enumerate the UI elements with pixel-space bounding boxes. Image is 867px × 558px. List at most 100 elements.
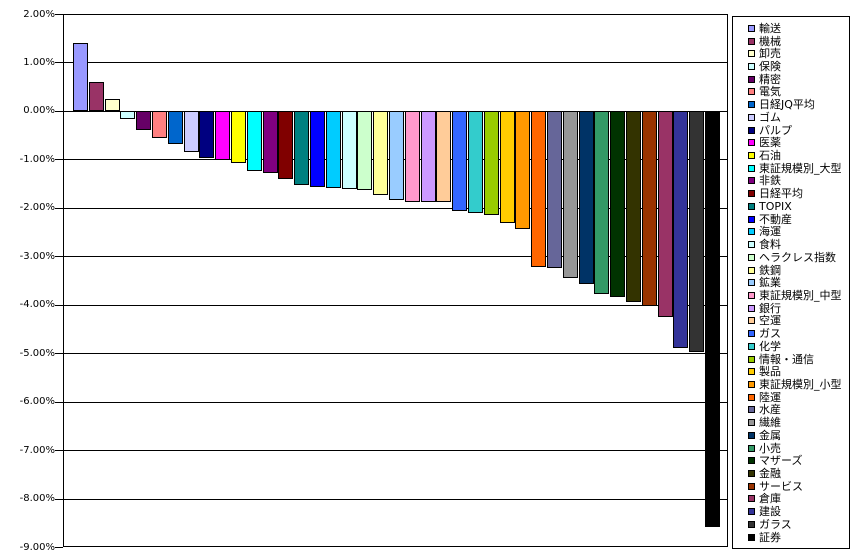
legend-label: 東証規模別_中型 (759, 288, 842, 302)
y-axis-tick-label: -1.00% (19, 153, 55, 165)
y-axis-tick-label: 2.00% (23, 8, 55, 20)
legend-label: 東証規模別_大型 (759, 161, 842, 175)
legend-item: 東証規模別_大型 (733, 162, 849, 175)
legend-label: 建設 (759, 505, 781, 519)
bar-化学 (468, 110, 483, 214)
legend-label: 日経JQ平均 (759, 98, 815, 112)
y-axis-tick-mark (55, 14, 63, 15)
y-axis-tick-mark (55, 110, 63, 112)
legend-marker-icon (748, 520, 755, 528)
legend-item: 食料 (733, 238, 849, 251)
legend-item: 倉庫 (733, 493, 849, 506)
legend-marker-icon (748, 266, 755, 274)
legend-item: 製品 (733, 365, 849, 378)
legend-item: TOPIX (733, 200, 849, 213)
legend-marker-icon (748, 113, 755, 121)
plot-area (63, 14, 728, 547)
y-axis-tick-mark (55, 304, 63, 306)
legend-marker-icon (748, 126, 755, 134)
bar-食料 (341, 110, 357, 189)
legend-item: 日経平均 (733, 187, 849, 200)
legend-marker-icon (748, 228, 755, 236)
y-axis-tick-mark (55, 62, 63, 64)
bar-日経平均 (278, 110, 294, 179)
legend-item: 東証規模別_小型 (733, 378, 849, 391)
legend-label: マザーズ (759, 454, 803, 468)
legend-item: 情報・通信 (733, 353, 849, 366)
bar-空運 (436, 110, 452, 203)
legend-marker-icon (748, 419, 755, 427)
legend-label: 電気 (759, 85, 781, 99)
bar-金属 (578, 110, 594, 285)
y-axis-tick-label: -8.00% (19, 493, 55, 505)
bar-TOPIX (294, 110, 310, 186)
legend-item: ガス (733, 327, 849, 340)
legend-label: 東証規模別_小型 (759, 377, 842, 391)
legend-item: 鉄鋼 (733, 264, 849, 277)
legend-item: 鉱業 (733, 276, 849, 289)
legend-label: 日経平均 (759, 187, 803, 201)
gridline (64, 353, 727, 355)
bar-繊維 (562, 110, 578, 278)
legend-item: ガラス (733, 518, 849, 531)
y-axis-tick-mark (55, 401, 63, 403)
legend-item: 石油 (733, 149, 849, 162)
legend-marker-icon (748, 37, 755, 45)
legend-label: 石油 (759, 149, 781, 163)
legend-marker-icon (748, 317, 755, 325)
legend-label: 倉庫 (759, 492, 781, 506)
legend-item: 金融 (733, 467, 849, 480)
legend-label: 非鉄 (759, 174, 781, 188)
legend-label: 鉱業 (759, 276, 781, 290)
y-axis-tick-mark (55, 450, 63, 452)
legend-item: 輸送 (733, 22, 849, 35)
bar-ヘラクレス指数 (357, 110, 373, 190)
legend-marker-icon (748, 164, 755, 172)
legend-item: 不動産 (733, 213, 849, 226)
legend-item: 証券 (733, 531, 849, 544)
bar-小売 (594, 110, 610, 295)
bar-ゴム (183, 110, 199, 152)
bar-サービス (641, 110, 657, 307)
legend-item: 繊維 (733, 416, 849, 429)
legend-marker-icon (748, 368, 755, 376)
bar-製品 (499, 110, 515, 223)
legend-label: 空運 (759, 314, 781, 328)
legend-label: 不動産 (759, 212, 792, 226)
bar-ガス (452, 110, 468, 211)
legend-item: 保険 (733, 60, 849, 73)
bar-陸運 (531, 110, 547, 267)
bar-精密 (136, 110, 152, 131)
legend-marker-icon (748, 253, 755, 261)
legend-marker-icon (748, 508, 755, 516)
legend-item: 水産 (733, 404, 849, 417)
legend-label: パルプ (759, 123, 792, 137)
gridline (64, 304, 727, 306)
bar-卸売 (104, 98, 120, 111)
bar-鉄鋼 (373, 110, 389, 196)
legend-marker-icon (748, 152, 755, 160)
legend-marker-icon (748, 88, 755, 96)
legend-label: 金融 (759, 467, 781, 481)
legend-label: ヘラクレス指数 (759, 250, 836, 264)
legend-label: 食料 (759, 238, 781, 252)
legend-label: サービス (759, 479, 803, 493)
bar-電気 (152, 110, 167, 138)
legend-label: 銀行 (759, 301, 781, 315)
y-axis-tick-label: -5.00% (19, 347, 55, 359)
legend-item: 非鉄 (733, 175, 849, 188)
bar-水産 (547, 110, 562, 268)
bar-鉱業 (389, 110, 404, 200)
legend-item: 金属 (733, 429, 849, 442)
legend-marker-icon (748, 457, 755, 465)
legend-label: 繊維 (759, 416, 781, 430)
legend-label: ガラス (759, 517, 792, 531)
legend-item: 陸運 (733, 391, 849, 404)
legend-label: 海運 (759, 225, 781, 239)
y-axis-tick-label: -3.00% (19, 250, 55, 262)
legend-marker-icon (748, 330, 755, 338)
legend-item: 機械 (733, 35, 849, 48)
bar-倉庫 (657, 110, 673, 317)
bar-情報・通信 (483, 110, 499, 215)
